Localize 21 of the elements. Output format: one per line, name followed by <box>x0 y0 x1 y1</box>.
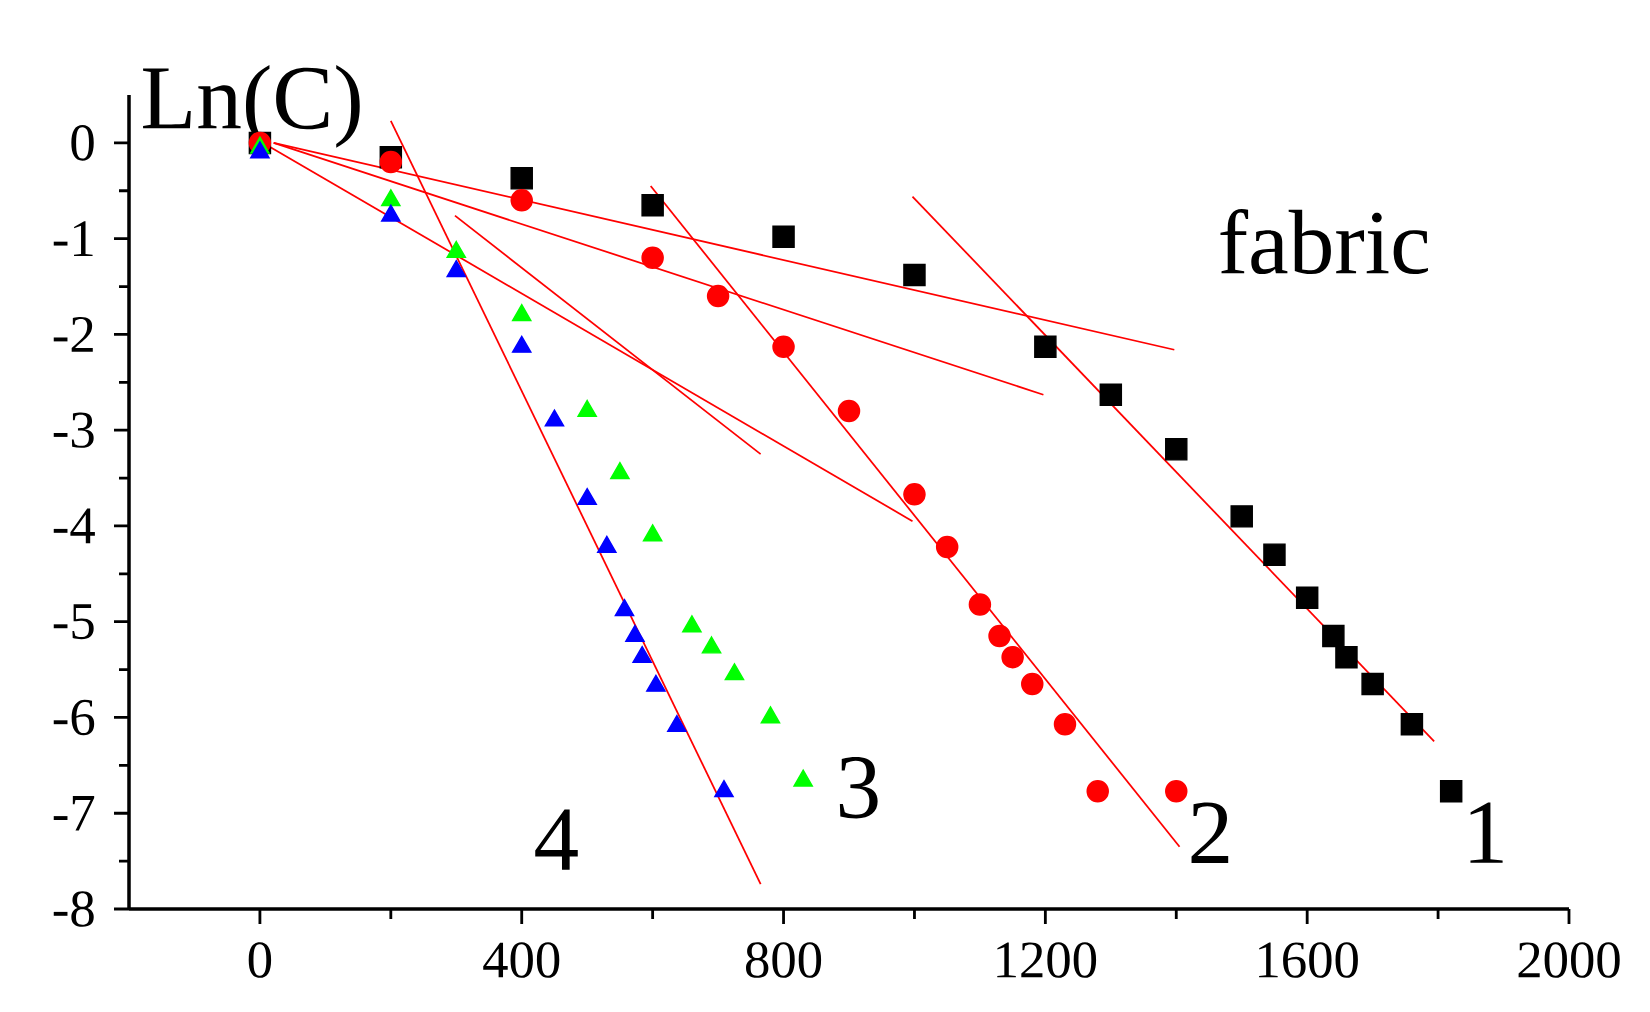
y-tick-label: -1 <box>53 221 93 257</box>
series-label: 4 <box>535 809 578 870</box>
x-tick-label: 1600 <box>1259 942 1358 978</box>
y-tick-label: -7 <box>53 795 95 831</box>
x-tick-label: 400 <box>483 942 560 978</box>
series-label: 1 <box>1470 802 1503 863</box>
y-tick-label: -2 <box>53 316 93 352</box>
x-tick-label: 0 <box>248 942 272 978</box>
legend-label: 2 <box>1191 802 1229 863</box>
y-tick-label: -6 <box>53 699 95 736</box>
y-tick-label: 0 <box>71 125 94 161</box>
x-tick-label: 2000 <box>1518 942 1620 978</box>
x-tick-label: 800 <box>745 942 822 978</box>
y-tick-label: -5 <box>53 604 94 640</box>
x-tick-label: 1200 <box>997 942 1097 978</box>
y-tick-label: -3 <box>53 412 94 448</box>
y-tick-label: -4 <box>53 508 95 544</box>
series-label: 3 <box>839 756 878 819</box>
y-tick-label: -8 <box>53 891 94 927</box>
annotation: fabric <box>1220 208 1428 275</box>
y-axis-title: Ln(C) <box>143 64 360 148</box>
